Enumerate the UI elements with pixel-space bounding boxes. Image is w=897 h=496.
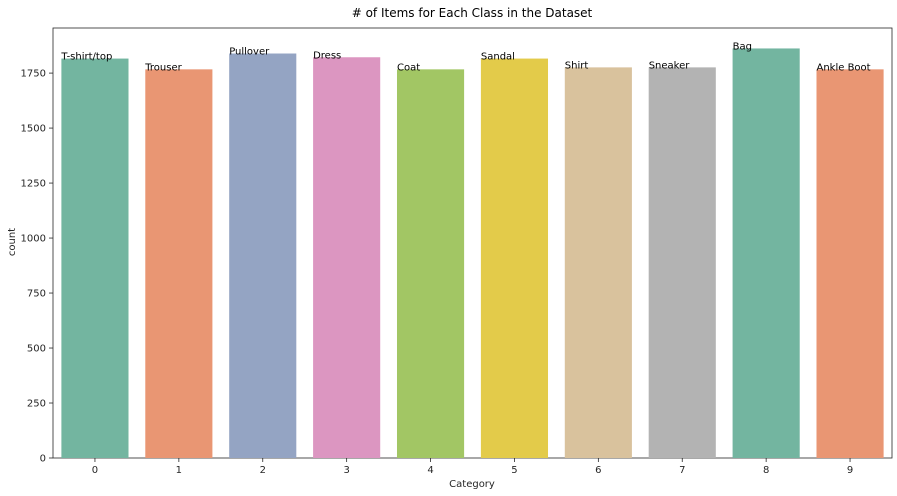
chart-title: # of Items for Each Class in the Dataset [352,6,593,20]
x-tick-label-3: 3 [343,465,349,476]
x-tick-label-8: 8 [763,465,769,476]
x-tick-label-2: 2 [260,465,266,476]
y-axis: 0 250 500 750 1000 1250 1500 1750 [21,69,53,465]
bar-5 [480,58,549,459]
bar-4 [396,69,465,459]
bar-label-7: Sneaker [649,60,691,71]
x-tick-label-6: 6 [595,465,601,476]
x-tick-label-0: 0 [92,465,98,476]
bar-0 [61,58,129,459]
x-tick-label-5: 5 [511,465,517,476]
bar-3 [313,57,381,458]
bar-labels: T-shirt/top Trouser Pullover Dress Coat Sanda… [60,41,870,73]
x-axis: 0 1 2 3 4 5 6 7 8 9 [92,458,853,476]
x-tick-label-7: 7 [679,465,685,476]
x-tick-label-4: 4 [427,465,433,476]
y-tick-label-1500: 1500 [21,124,46,135]
bar-9 [816,69,884,459]
y-tick-label-250: 250 [27,399,46,410]
bar-label-3: Dress [313,50,341,61]
bar-label-8: Bag [733,41,752,52]
y-tick-label-1750: 1750 [21,69,46,80]
y-tick-label-0: 0 [40,454,46,465]
x-tick-label-1: 1 [176,465,182,476]
y-axis-label: count [7,228,18,256]
y-tick-label-1250: 1250 [21,179,46,190]
bar-label-0: T-shirt/top [60,52,112,63]
y-tick-label-500: 500 [27,344,46,355]
bar-label-2: Pullover [229,47,270,58]
bar-label-5: Sandal [481,52,515,63]
bar-1 [145,69,213,459]
bar-7 [648,67,716,458]
bar-label-9: Ankle Boot [816,62,870,73]
y-tick-label-1000: 1000 [21,234,46,245]
bar-6 [564,67,632,458]
x-axis-label: Category [449,479,495,490]
bars [61,48,884,459]
bar-label-1: Trouser [144,62,182,73]
bar-label-6: Shirt [565,60,589,71]
y-tick-label-750: 750 [27,289,46,300]
bar-8 [732,48,800,459]
bar-label-4: Coat [397,62,420,73]
x-tick-label-9: 9 [847,465,853,476]
bar-2 [229,53,297,458]
